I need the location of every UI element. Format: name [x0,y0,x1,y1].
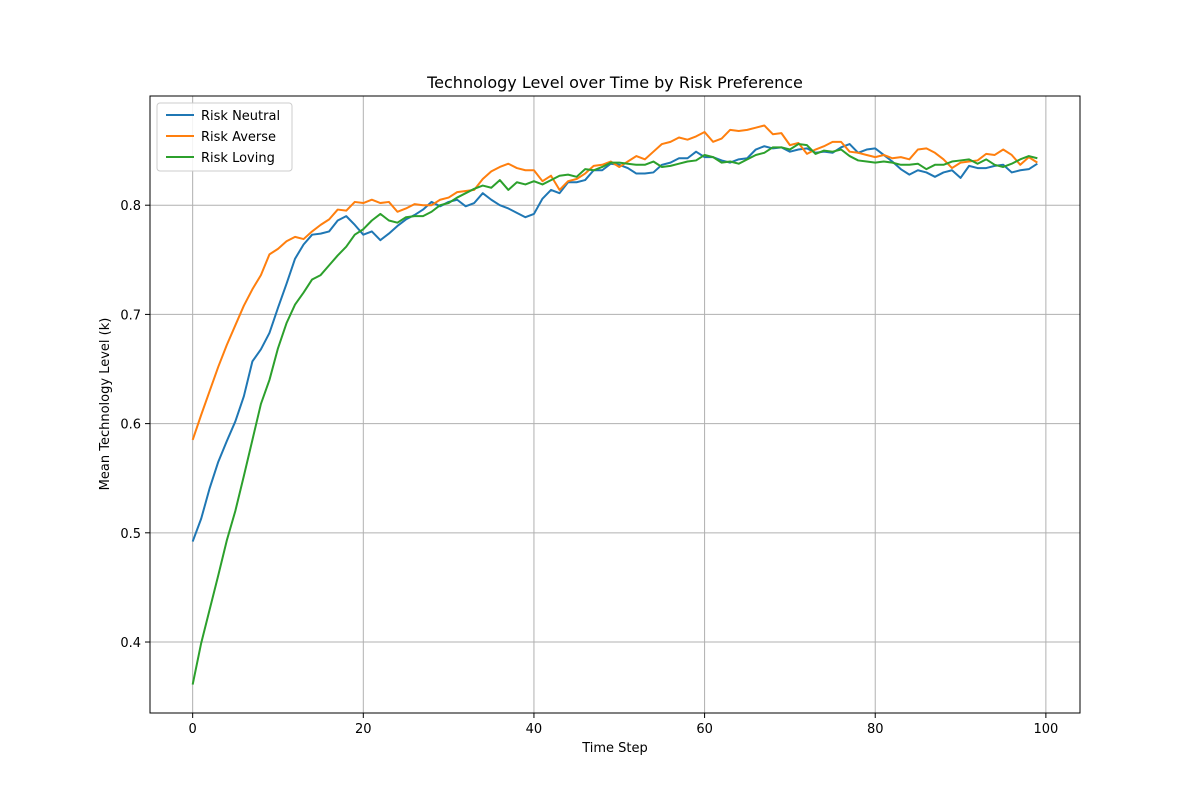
series-line-risk-loving [191,143,1038,685]
legend-label-risk-averse: Risk Averse [201,130,276,145]
x-tick-label: 60 [696,722,713,737]
y-tick-label: 0.6 [120,418,141,433]
series-line-risk-averse [191,124,1038,441]
series-lines [191,124,1038,685]
x-tick-label: 100 [1033,722,1058,737]
legend-label-risk-neutral: Risk Neutral [201,109,280,124]
y-tick-label: 0.4 [120,636,141,651]
axis-ticks: 0 20 40 60 80 100 0.4 0.5 0.6 0.7 0.8 [120,199,1058,737]
x-tick-label: 20 [355,722,372,737]
x-axis-label: Time Step [581,741,648,756]
x-tick-label: 0 [189,722,197,737]
y-tick-label: 0.8 [120,199,141,214]
x-tick-label: 80 [867,722,884,737]
legend-label-risk-loving: Risk Loving [201,151,275,166]
legend: Risk Neutral Risk Averse Risk Loving [156,102,293,172]
grid [150,96,1080,713]
legend-box [156,102,293,172]
plot-area-frame [149,95,1081,714]
y-tick-label: 0.7 [120,308,141,323]
x-tick-label: 40 [526,722,543,737]
y-tick-label: 0.5 [120,527,141,542]
chart-title: Technology Level over Time by Risk Prefe… [426,73,803,92]
y-axis-label: Mean Technology Level (k) [98,318,113,491]
